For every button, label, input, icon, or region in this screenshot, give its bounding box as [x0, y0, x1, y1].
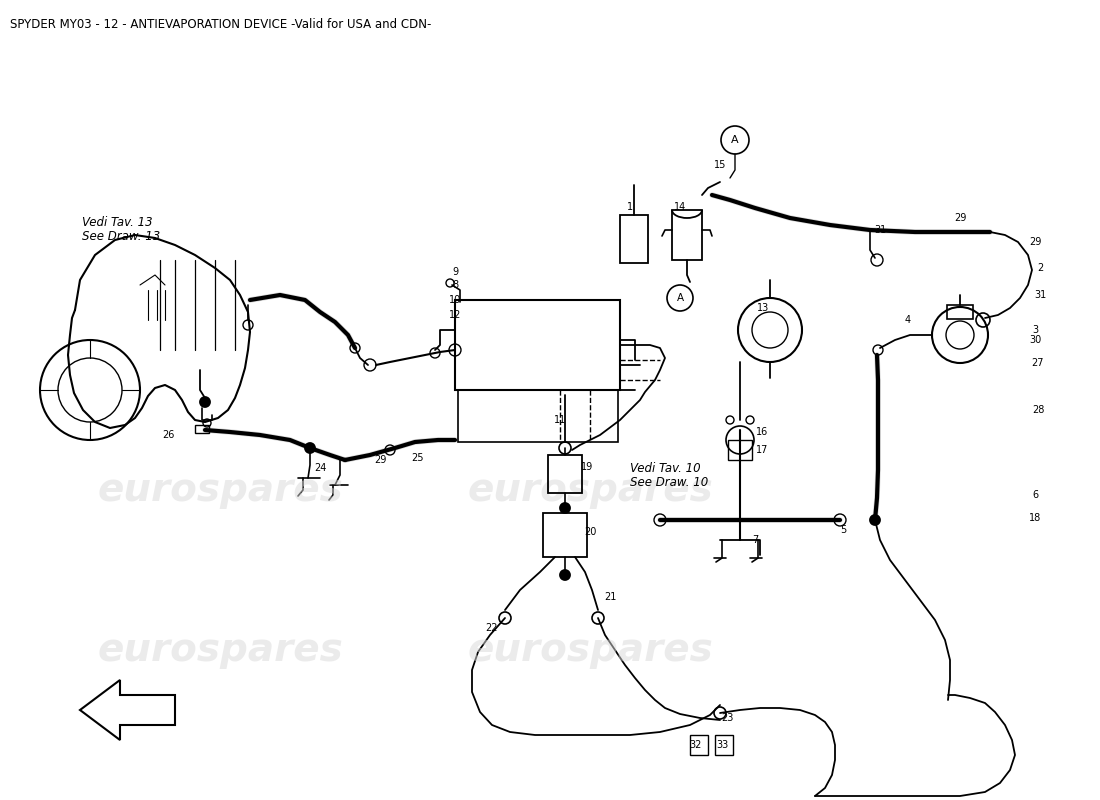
Circle shape [560, 570, 570, 580]
Bar [543, 513, 587, 557]
Polygon shape [80, 680, 175, 740]
Text: 2: 2 [1037, 263, 1043, 273]
Text: 19: 19 [581, 462, 593, 472]
Text: eurospares: eurospares [97, 631, 343, 669]
Text: 12: 12 [449, 310, 461, 320]
Bar [728, 440, 752, 460]
Bar [672, 210, 702, 260]
Text: 15: 15 [714, 160, 726, 170]
Text: Vedi Tav. 13: Vedi Tav. 13 [82, 215, 153, 229]
Text: 30: 30 [1028, 335, 1041, 345]
Text: 8: 8 [452, 280, 458, 290]
Text: 29: 29 [374, 455, 386, 465]
Text: 23: 23 [720, 713, 734, 723]
Text: 21: 21 [604, 592, 616, 602]
Text: 10: 10 [449, 295, 461, 305]
Text: 28: 28 [1032, 405, 1044, 415]
Text: 3: 3 [1032, 325, 1038, 335]
Text: SPYDER MY03 - 12 - ANTIEVAPORATION DEVICE -Valid for USA and CDN-: SPYDER MY03 - 12 - ANTIEVAPORATION DEVIC… [10, 18, 431, 31]
Text: A: A [732, 135, 739, 145]
Text: 14: 14 [674, 202, 686, 212]
Text: 31: 31 [1034, 290, 1046, 300]
Text: 1: 1 [627, 202, 634, 212]
Bar [195, 425, 209, 433]
Text: See Draw. 13: See Draw. 13 [82, 230, 161, 242]
Text: 16: 16 [756, 427, 768, 437]
Text: 18: 18 [1028, 513, 1041, 523]
Text: 6: 6 [1032, 490, 1038, 500]
Text: 4: 4 [905, 315, 911, 325]
Bar [458, 390, 618, 442]
Text: 31: 31 [873, 225, 887, 235]
Text: 13: 13 [757, 303, 769, 313]
Text: 32: 32 [690, 740, 702, 750]
Text: 17: 17 [756, 445, 768, 455]
Text: 29: 29 [1028, 237, 1042, 247]
Text: 25: 25 [411, 453, 425, 463]
Circle shape [305, 443, 315, 453]
Text: 26: 26 [162, 430, 174, 440]
Text: A: A [676, 293, 683, 303]
Text: 11: 11 [554, 415, 566, 425]
Circle shape [560, 503, 570, 513]
Text: 7: 7 [752, 535, 758, 545]
Text: eurospares: eurospares [468, 631, 713, 669]
Text: eurospares: eurospares [97, 471, 343, 509]
Text: Vedi Tav. 10: Vedi Tav. 10 [630, 462, 701, 474]
Bar [620, 215, 648, 263]
Circle shape [870, 515, 880, 525]
Text: 20: 20 [584, 527, 596, 537]
Text: 5: 5 [840, 525, 846, 535]
Text: eurospares: eurospares [468, 471, 713, 509]
Text: 24: 24 [314, 463, 327, 473]
Bar [548, 455, 582, 493]
Text: 33: 33 [716, 740, 728, 750]
Text: 29: 29 [954, 213, 966, 223]
Bar [947, 305, 974, 319]
Text: 22: 22 [486, 623, 498, 633]
Bar [715, 735, 733, 755]
Circle shape [200, 397, 210, 407]
Text: 9: 9 [452, 267, 458, 277]
Text: See Draw. 10: See Draw. 10 [630, 475, 708, 489]
Bar [455, 300, 620, 390]
Bar [690, 735, 708, 755]
Text: 27: 27 [1032, 358, 1044, 368]
